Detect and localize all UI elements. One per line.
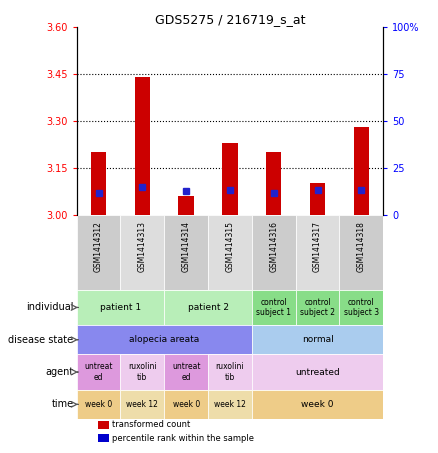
Bar (296, 290, 339, 325)
Bar (252, 290, 296, 325)
Bar (208, 354, 252, 390)
Text: untreat
ed: untreat ed (172, 362, 201, 382)
Text: disease state: disease state (8, 335, 74, 345)
Text: week 12: week 12 (127, 400, 158, 409)
Text: GSM1414312: GSM1414312 (94, 221, 103, 272)
Bar (252, 325, 383, 354)
Bar (120, 390, 164, 419)
Bar (266, 152, 281, 215)
Text: normal: normal (302, 335, 333, 344)
Text: week 0: week 0 (301, 400, 334, 409)
Bar (164, 354, 208, 390)
Bar (252, 215, 296, 290)
Text: GSM1414313: GSM1414313 (138, 221, 147, 272)
Text: patient 2: patient 2 (187, 303, 229, 312)
Text: week 0: week 0 (85, 400, 112, 409)
Bar (354, 127, 369, 215)
Bar (164, 290, 252, 325)
Bar (208, 215, 252, 290)
Bar (164, 390, 208, 419)
Text: individual: individual (26, 303, 74, 313)
Bar (135, 77, 150, 215)
Text: ruxolini
tib: ruxolini tib (215, 362, 244, 382)
Text: percentile rank within the sample: percentile rank within the sample (112, 434, 254, 443)
Bar (120, 354, 164, 390)
Text: week 0: week 0 (173, 400, 200, 409)
Text: ruxolini
tib: ruxolini tib (128, 362, 157, 382)
Text: agent: agent (46, 367, 74, 377)
Bar (77, 290, 164, 325)
Text: time: time (51, 400, 74, 410)
Text: untreat
ed: untreat ed (84, 362, 113, 382)
Bar (223, 143, 238, 215)
Text: GSM1414314: GSM1414314 (182, 221, 191, 272)
Text: GSM1414316: GSM1414316 (269, 221, 278, 272)
Bar (179, 196, 194, 215)
Bar (91, 152, 106, 215)
Bar (252, 390, 383, 419)
Text: alopecia areata: alopecia areata (129, 335, 199, 344)
Text: patient 1: patient 1 (100, 303, 141, 312)
Bar (310, 183, 325, 215)
Text: GSM1414315: GSM1414315 (226, 221, 234, 272)
Bar (77, 390, 120, 419)
Text: GSM1414317: GSM1414317 (313, 221, 322, 272)
Bar (164, 215, 208, 290)
Text: control
subject 1: control subject 1 (256, 298, 291, 317)
Text: untreated: untreated (295, 367, 340, 376)
Bar (339, 290, 383, 325)
Bar (208, 390, 252, 419)
Text: transformed count: transformed count (112, 420, 190, 429)
Bar (120, 215, 164, 290)
Bar (339, 215, 383, 290)
Bar (98, 421, 109, 429)
Text: control
subject 2: control subject 2 (300, 298, 335, 317)
Bar (296, 215, 339, 290)
Bar (77, 325, 252, 354)
Text: GSM1414318: GSM1414318 (357, 221, 366, 272)
Bar (252, 354, 383, 390)
Bar (77, 354, 120, 390)
Bar (77, 215, 120, 290)
Text: control
subject 3: control subject 3 (344, 298, 379, 317)
Bar (98, 434, 109, 443)
Title: GDS5275 / 216719_s_at: GDS5275 / 216719_s_at (155, 13, 305, 26)
Text: week 12: week 12 (214, 400, 246, 409)
